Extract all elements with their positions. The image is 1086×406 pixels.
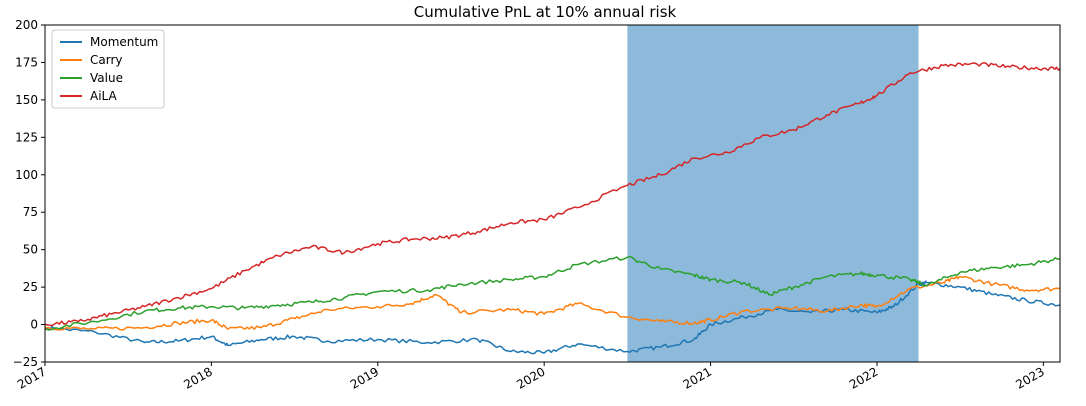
y-tick-label: 175: [15, 55, 38, 69]
plot-frame: [44, 24, 1061, 363]
y-tick-label: 75: [23, 205, 38, 219]
chart-title: Cumulative PnL at 10% annual risk: [414, 3, 677, 21]
legend-label-value: Value: [90, 71, 123, 85]
series-line-value: [44, 255, 1061, 331]
y-axis: −25 0 25 50 75 100 125 150 175 200: [13, 18, 45, 369]
highlight-span: [627, 25, 919, 362]
legend-label-momentum: Momentum: [90, 35, 158, 49]
y-tick-label: 150: [15, 93, 38, 107]
x-axis: 2017 2018 2019 2020 2021 2022 2023: [15, 362, 1047, 392]
y-tick-label: −25: [13, 355, 38, 369]
y-tick-label: 200: [15, 18, 38, 32]
y-tick-label: 0: [30, 318, 38, 332]
legend-label-carry: Carry: [90, 53, 123, 67]
y-tick-label: 125: [15, 130, 38, 144]
legend-label-aila: AiLA: [90, 89, 118, 103]
series-line-carry: [44, 275, 1061, 331]
y-tick-label: 100: [15, 168, 38, 182]
legend-box: [51, 29, 165, 109]
y-tick-label: 25: [23, 280, 38, 294]
series-line-aila: [44, 61, 1061, 327]
legend: Momentum Carry Value AiLA: [51, 29, 165, 109]
series-layer: [44, 61, 1061, 355]
y-tick-label: 50: [23, 243, 38, 257]
